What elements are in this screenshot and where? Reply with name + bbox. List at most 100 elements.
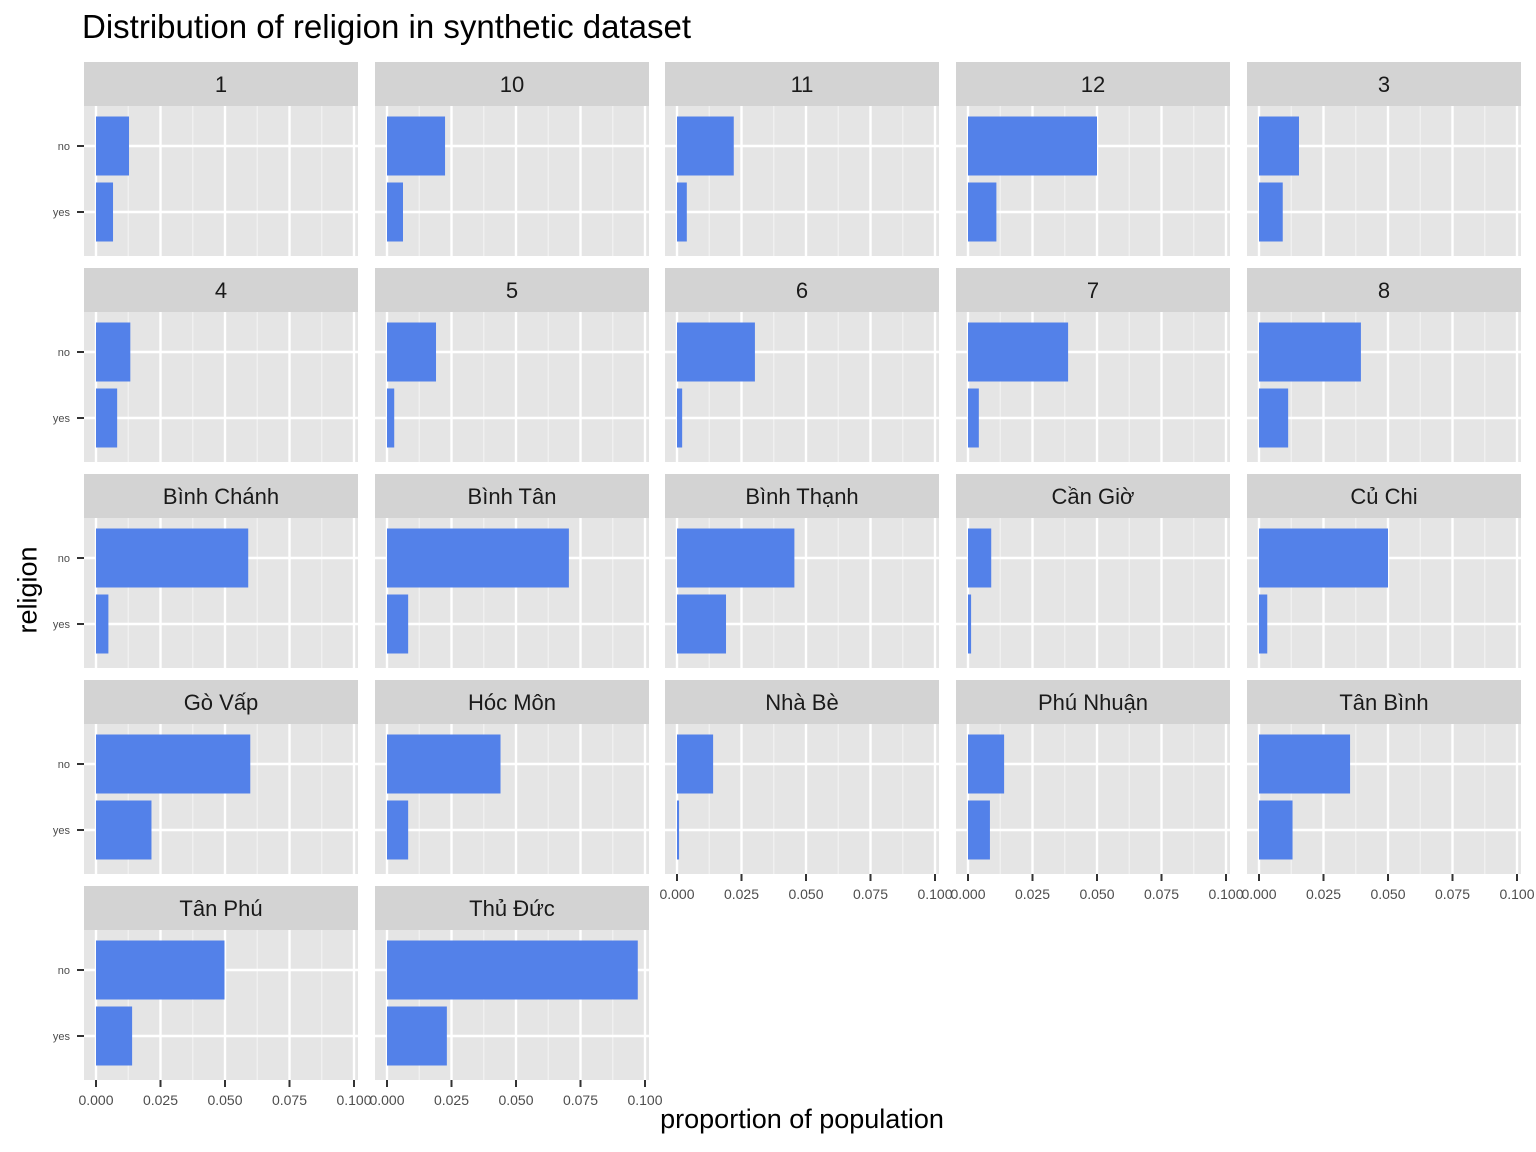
facet-panel [84, 106, 358, 256]
facet-cu-chi: Củ Chi [1247, 474, 1521, 668]
facet-tan-phu: Tân Phú no yes 0.000 0.025 0.050 0.075 0.100 [53, 886, 372, 1108]
facet-6: 6 [665, 268, 939, 462]
facet-tan-binh: Tân Bình 0.000 0.025 0.050 0.075 0.100 [1241, 680, 1535, 902]
facet-strip [375, 474, 649, 518]
facet-binh-thanh: Bình Thạnh [665, 474, 939, 668]
facet-8: 8 [1247, 268, 1521, 462]
facet-strip [665, 474, 939, 518]
bar-tan-binh-no [1259, 734, 1351, 794]
y-tick-label: yes [53, 619, 71, 631]
bar-7-no [968, 322, 1069, 382]
x-tick-label: 0.000 [950, 886, 985, 902]
facet-strip-label: 4 [215, 278, 227, 303]
bar-tan-binh-yes [1259, 800, 1293, 860]
bar-8-no [1259, 322, 1361, 382]
facet-phu-nhuan: Phú Nhuận 0.000 0.025 0.050 0.075 0.100 [950, 680, 1244, 902]
bar-phu-nhuan-yes [968, 800, 990, 860]
facet-strip [1247, 268, 1521, 312]
bar-go-vap-no [96, 734, 251, 794]
bar-11-yes [677, 182, 687, 242]
bar-thu-duc-no [387, 940, 638, 1000]
bar-cu-chi-yes [1259, 594, 1268, 654]
x-tick-label: 0.100 [1499, 886, 1534, 902]
bar-10-no [387, 116, 446, 176]
bar-thu-duc-yes [387, 1006, 447, 1066]
facet-panel [956, 518, 1230, 668]
bar-nha-be-yes [677, 800, 680, 860]
bar-hoc-mon-yes [387, 800, 409, 860]
facet-strip-label: Bình Chánh [163, 484, 279, 509]
chart-title: Distribution of religion in synthetic da… [82, 8, 691, 45]
y-tick-label: yes [53, 1031, 71, 1043]
bar-1-no [96, 116, 130, 176]
facet-strip [375, 886, 649, 930]
facet-7: 7 [956, 268, 1230, 462]
bar-tan-phu-yes [96, 1006, 133, 1066]
x-tick-label: 0.025 [724, 886, 759, 902]
facet-strip [1247, 680, 1521, 724]
facet-4: 4 no yes [53, 268, 358, 462]
x-tick-label: 0.000 [659, 886, 694, 902]
x-tick-label: 0.100 [336, 1092, 371, 1108]
facet-strip-label: 8 [1378, 278, 1390, 303]
x-tick-label: 0.050 [1370, 886, 1405, 902]
x-tick-label: 0.050 [498, 1092, 533, 1108]
facet-strip [375, 62, 649, 106]
bar-10-yes [387, 182, 403, 242]
y-tick-label: yes [53, 825, 71, 837]
x-tick-label: 0.025 [143, 1092, 178, 1108]
facet-strip-label: 10 [500, 72, 524, 97]
y-tick-label: no [58, 141, 70, 153]
bar-11-no [677, 116, 734, 176]
bar-7-yes [968, 388, 979, 448]
facet-strip [84, 268, 358, 312]
facet-strip [84, 680, 358, 724]
facet-strip [956, 474, 1230, 518]
facet-strip-label: 6 [796, 278, 808, 303]
x-tick-label: 0.050 [207, 1092, 242, 1108]
facet-strip [665, 62, 939, 106]
facet-strip [375, 268, 649, 312]
facet-can-gio: Cần Giờ [956, 474, 1230, 668]
bar-can-gio-yes [968, 594, 972, 654]
bar-can-gio-no [968, 528, 992, 588]
facet-strip [1247, 474, 1521, 518]
y-axis-title: religion [12, 546, 43, 634]
facet-go-vap: Gò Vấp no yes [53, 680, 358, 874]
facet-strip-label: Cần Giờ [1052, 484, 1135, 509]
x-tick-label: 0.075 [853, 886, 888, 902]
facet-hoc-mon: Hóc Môn [375, 680, 649, 874]
bar-binh-chanh-no [96, 528, 249, 588]
facet-5: 5 [375, 268, 649, 462]
bar-4-yes [96, 388, 118, 448]
x-tick-label: 0.000 [369, 1092, 404, 1108]
x-tick-label: 0.075 [563, 1092, 598, 1108]
facet-strip-label: 12 [1081, 72, 1105, 97]
bar-phu-nhuan-no [968, 734, 1005, 794]
facet-strip-label: Hóc Môn [468, 690, 556, 715]
bar-binh-thanh-yes [677, 594, 727, 654]
facet-11: 11 [665, 62, 939, 256]
facet-strip-label: Bình Tân [468, 484, 557, 509]
x-tick-label: 0.000 [1241, 886, 1276, 902]
y-tick-label: yes [53, 413, 71, 425]
bar-binh-chanh-yes [96, 594, 109, 654]
x-tick-label: 0.025 [1306, 886, 1341, 902]
bar-cu-chi-no [1259, 528, 1388, 588]
facet-strip-label: 5 [506, 278, 518, 303]
facet-strip-label: Tân Phú [179, 896, 262, 921]
facet-strip [84, 886, 358, 930]
facet-strip [665, 268, 939, 312]
facet-strip [84, 62, 358, 106]
facet-strip-label: 1 [215, 72, 227, 97]
bar-4-no [96, 322, 131, 382]
bar-tan-phu-no [96, 940, 225, 1000]
bar-12-no [968, 116, 1097, 176]
facet-strip-label: Thủ Đức [469, 896, 555, 921]
facet-1: 1 no yes [53, 62, 358, 256]
bar-binh-tan-yes [387, 594, 409, 654]
y-tick-label: no [58, 553, 70, 565]
facet-strip [665, 680, 939, 724]
bar-8-yes [1259, 388, 1289, 448]
facet-strip-label: Bình Thạnh [745, 484, 858, 509]
